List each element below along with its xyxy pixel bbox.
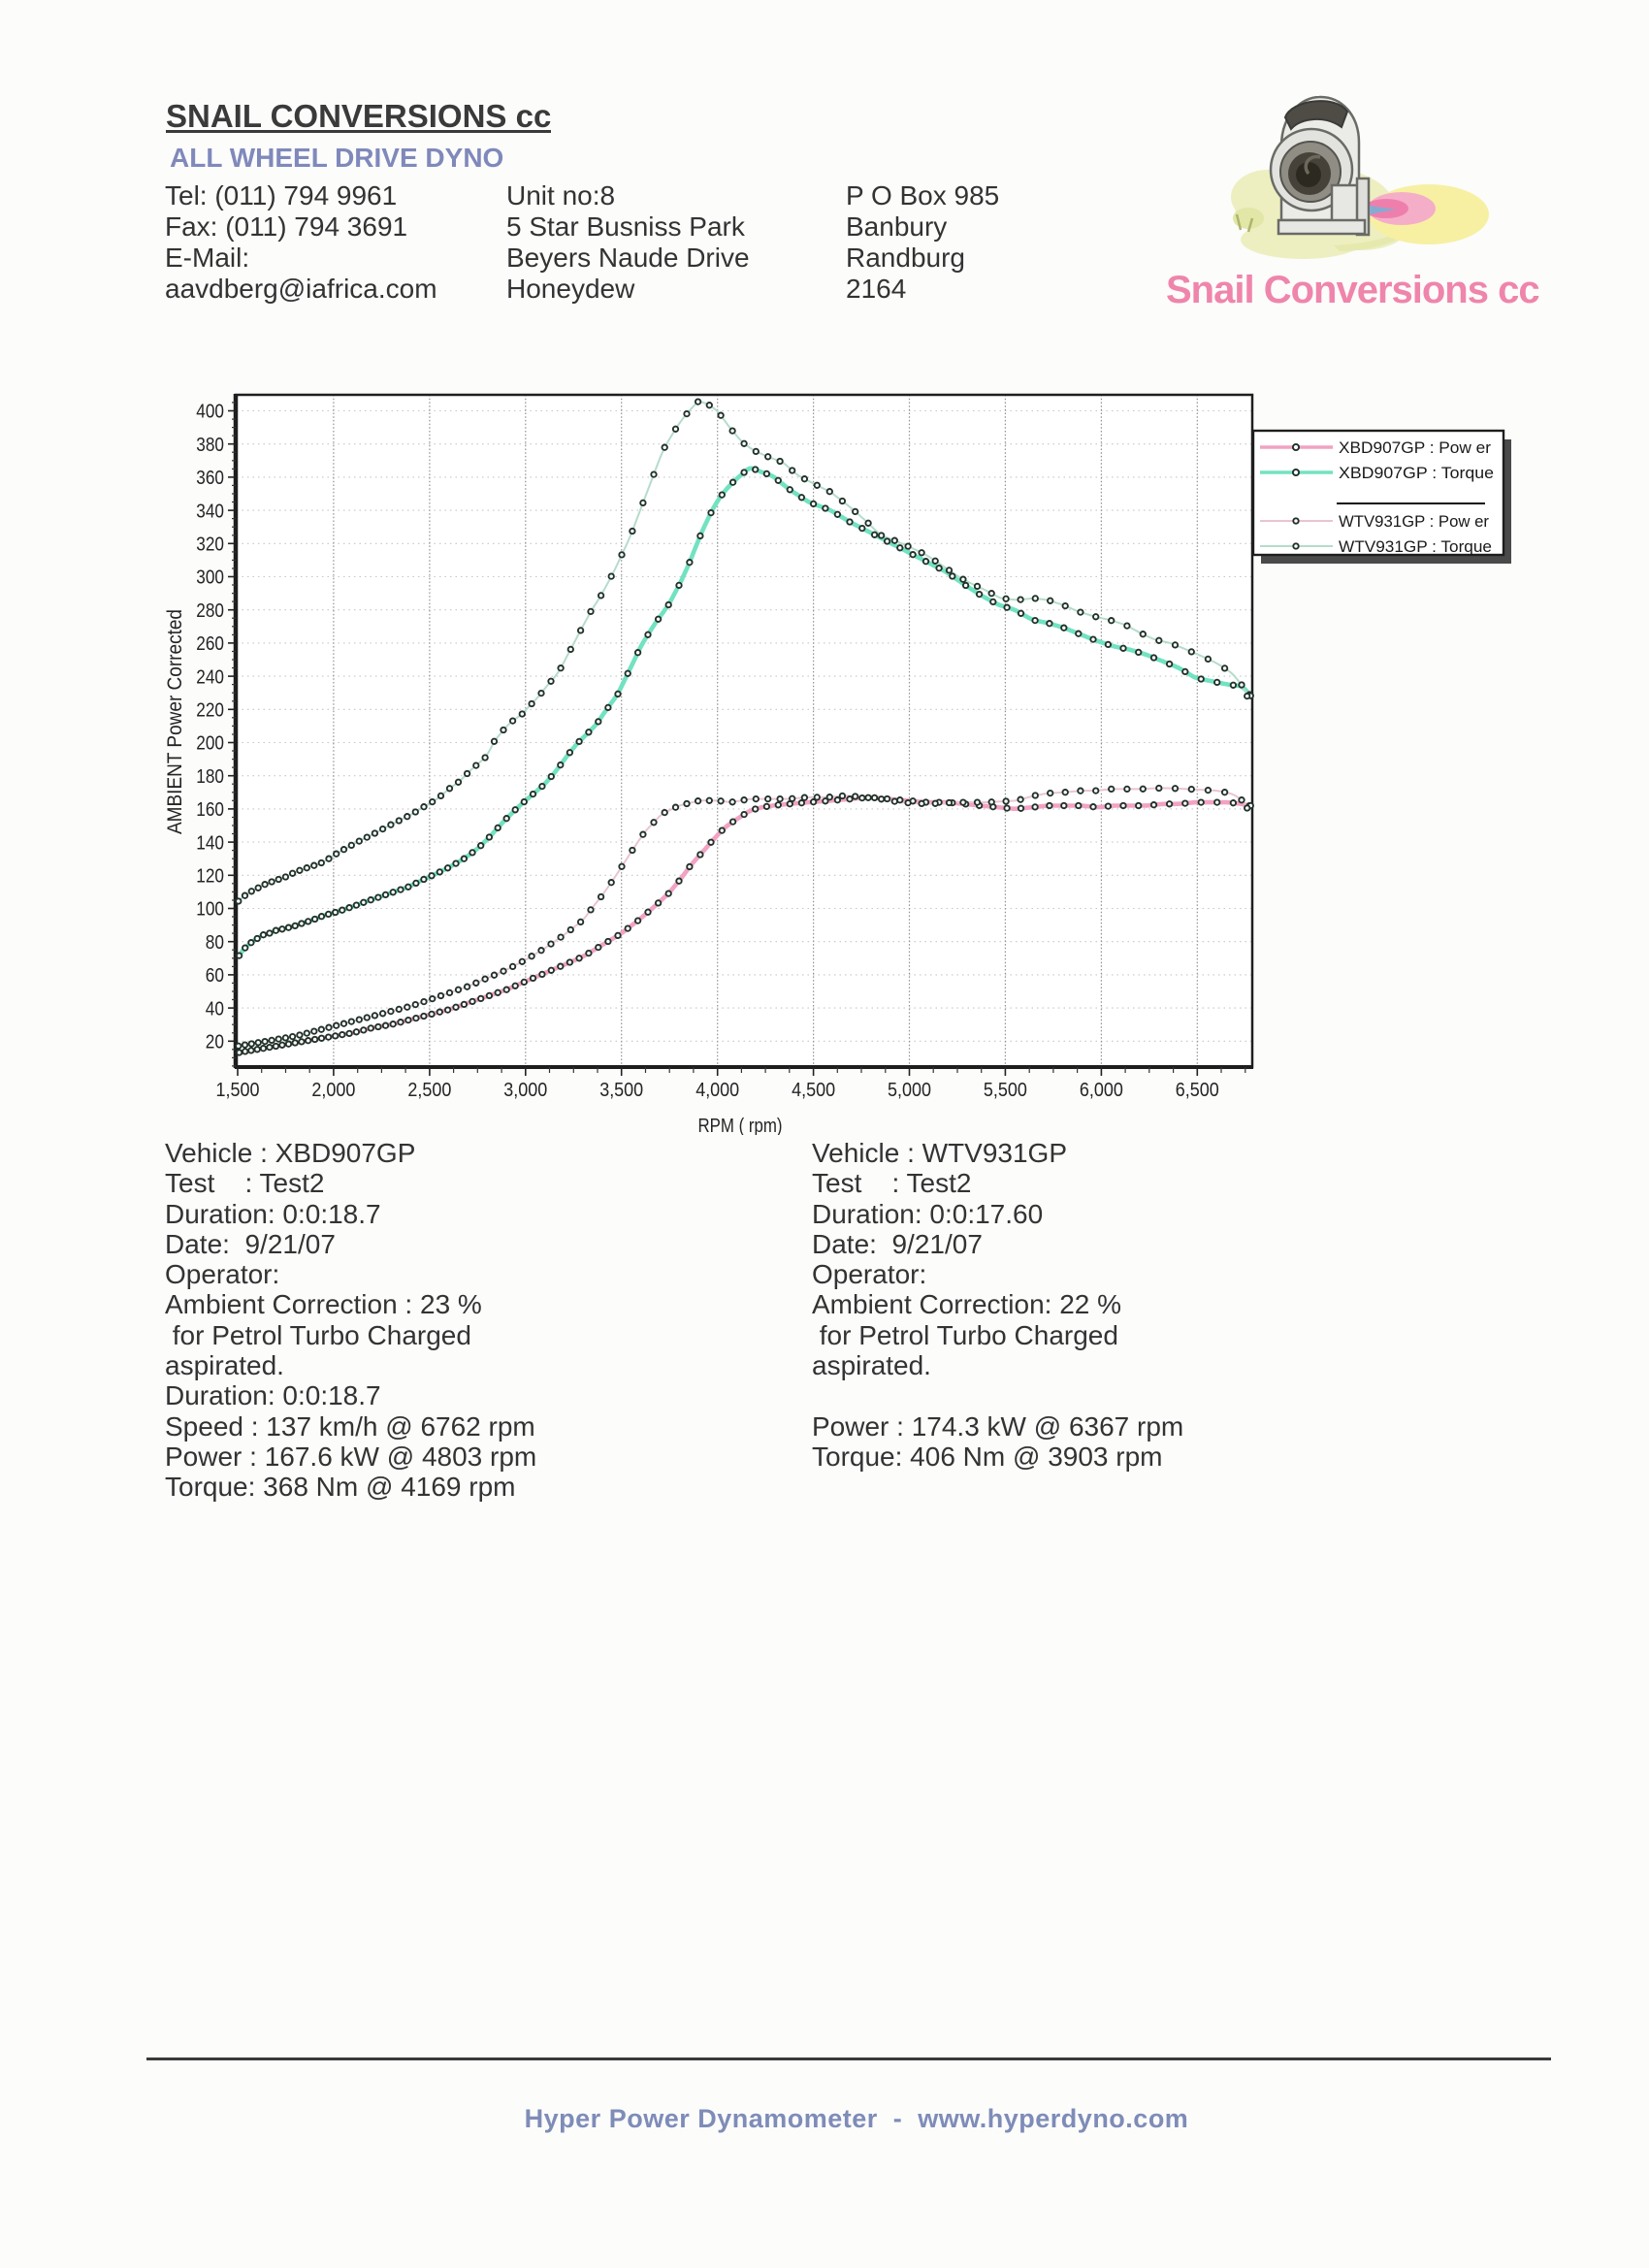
svg-text:80: 80 (206, 931, 224, 954)
svg-text:200: 200 (196, 732, 224, 755)
svg-text:RPM ( rpm): RPM ( rpm) (698, 1115, 783, 1135)
svg-text:3,500: 3,500 (599, 1079, 643, 1101)
svg-text:XBD907GP : Pow er: XBD907GP : Pow er (1339, 439, 1492, 457)
svg-text:260: 260 (196, 632, 224, 655)
svg-text:XBD907GP : Torque: XBD907GP : Torque (1339, 465, 1494, 482)
svg-text:320: 320 (196, 534, 224, 556)
svg-text:300: 300 (196, 567, 224, 589)
svg-text:280: 280 (196, 599, 224, 622)
svg-text:4,500: 4,500 (792, 1079, 835, 1101)
svg-text:40: 40 (206, 997, 224, 1020)
svg-text:5,500: 5,500 (984, 1079, 1027, 1101)
svg-text:220: 220 (196, 699, 224, 722)
svg-text:2,000: 2,000 (311, 1079, 355, 1101)
svg-text:5,000: 5,000 (888, 1079, 931, 1101)
svg-text:WTV931GP : Torque: WTV931GP : Torque (1339, 538, 1492, 556)
svg-text:180: 180 (196, 765, 224, 788)
svg-text:160: 160 (196, 798, 224, 821)
svg-text:340: 340 (196, 500, 224, 522)
svg-text:3,000: 3,000 (503, 1079, 547, 1101)
svg-text:240: 240 (196, 665, 224, 688)
svg-text:4,000: 4,000 (695, 1079, 739, 1101)
svg-text:6,500: 6,500 (1176, 1079, 1219, 1101)
svg-text:60: 60 (206, 964, 224, 987)
svg-text:1,500: 1,500 (216, 1079, 260, 1101)
svg-text:120: 120 (196, 865, 224, 888)
svg-text:20: 20 (206, 1031, 224, 1053)
svg-text:2,500: 2,500 (407, 1079, 451, 1101)
svg-text:360: 360 (196, 467, 224, 489)
svg-text:AMBIENT Power Corrected: AMBIENT Power Corrected (164, 609, 186, 834)
svg-text:400: 400 (196, 401, 224, 423)
svg-text:100: 100 (196, 898, 224, 921)
svg-text:6,000: 6,000 (1080, 1079, 1123, 1101)
svg-text:380: 380 (196, 434, 224, 456)
svg-text:140: 140 (196, 831, 224, 854)
svg-text:WTV931GP : Pow er: WTV931GP : Pow er (1339, 513, 1490, 531)
